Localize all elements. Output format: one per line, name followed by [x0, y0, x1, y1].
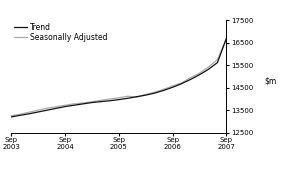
Seasonally Adjusted [171, 85, 174, 87]
Seasonally Adjusted [135, 96, 138, 98]
Trend [189, 78, 192, 80]
Seasonally Adjusted [19, 113, 22, 115]
Trend [99, 101, 103, 103]
Trend [117, 99, 121, 101]
Seasonally Adjusted [126, 95, 130, 97]
Trend [27, 113, 31, 115]
Trend [10, 116, 13, 118]
Seasonally Adjusted [10, 115, 13, 117]
Seasonally Adjusted [27, 111, 31, 113]
Trend [225, 37, 228, 39]
Seasonally Adjusted [189, 77, 192, 79]
Trend [63, 106, 67, 108]
Trend [198, 74, 201, 76]
Seasonally Adjusted [81, 102, 85, 104]
Seasonally Adjusted [144, 94, 147, 96]
Seasonally Adjusted [153, 91, 156, 93]
Trend [171, 86, 174, 88]
Seasonally Adjusted [99, 99, 103, 101]
Trend [108, 100, 112, 102]
Seasonally Adjusted [216, 59, 219, 61]
Trend [153, 92, 156, 94]
Seasonally Adjusted [225, 38, 228, 40]
Seasonally Adjusted [108, 98, 112, 100]
Trend [144, 94, 147, 96]
Trend [54, 107, 58, 109]
Trend [162, 89, 165, 91]
Trend [37, 111, 40, 113]
Trend [19, 114, 22, 116]
Seasonally Adjusted [54, 106, 58, 108]
Trend [81, 103, 85, 105]
Y-axis label: $m: $m [264, 76, 276, 86]
Trend [180, 83, 183, 85]
Seasonally Adjusted [37, 109, 40, 111]
Trend [90, 101, 94, 104]
Line: Trend: Trend [11, 38, 226, 117]
Trend [216, 62, 219, 64]
Seasonally Adjusted [162, 88, 165, 90]
Seasonally Adjusted [180, 82, 183, 84]
Seasonally Adjusted [46, 107, 49, 109]
Trend [72, 104, 76, 106]
Line: Seasonally Adjusted: Seasonally Adjusted [11, 39, 226, 116]
Trend [207, 68, 210, 70]
Seasonally Adjusted [198, 72, 201, 74]
Seasonally Adjusted [117, 97, 121, 99]
Legend: Trend, Seasonally Adjusted: Trend, Seasonally Adjusted [13, 22, 109, 43]
Trend [126, 97, 130, 99]
Seasonally Adjusted [72, 103, 76, 105]
Seasonally Adjusted [63, 104, 67, 106]
Trend [46, 109, 49, 111]
Seasonally Adjusted [207, 66, 210, 68]
Seasonally Adjusted [90, 101, 94, 103]
Trend [135, 96, 138, 98]
